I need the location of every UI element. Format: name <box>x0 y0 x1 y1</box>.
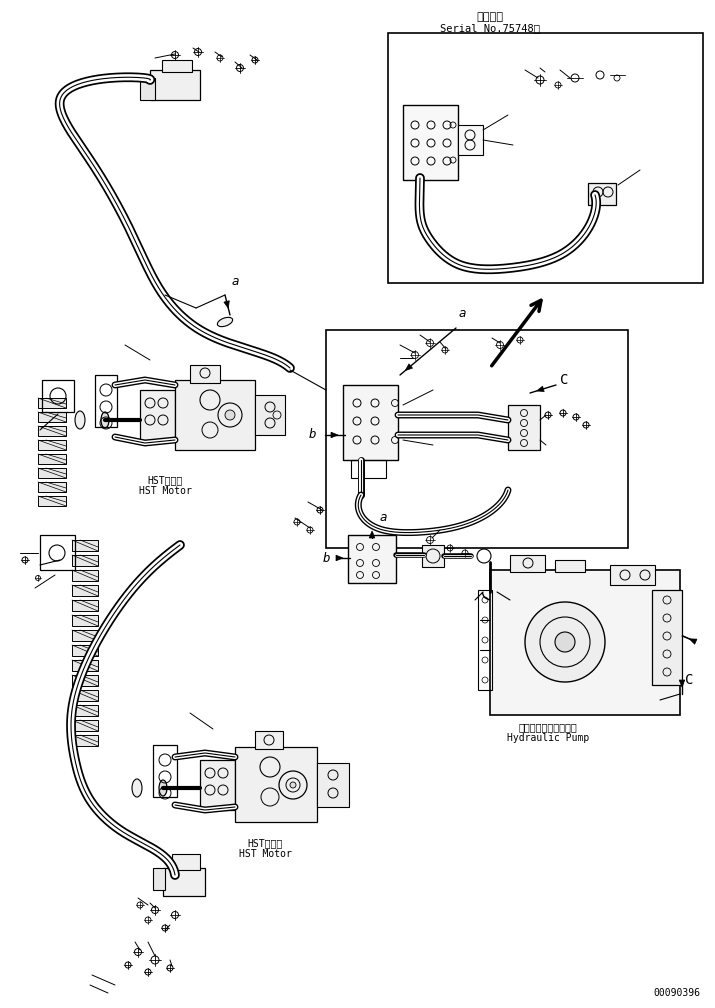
Text: b: b <box>308 428 316 442</box>
Text: ハイドロリックポンプ: ハイドロリックポンプ <box>518 722 578 732</box>
Bar <box>38 426 66 436</box>
Bar <box>72 660 98 671</box>
Bar <box>190 365 220 383</box>
Bar <box>175 380 255 450</box>
Bar <box>72 540 98 551</box>
Bar <box>555 560 585 572</box>
Bar <box>588 183 616 205</box>
Bar <box>153 745 177 797</box>
Bar <box>72 720 98 731</box>
Ellipse shape <box>132 779 142 797</box>
Bar <box>42 380 74 412</box>
Bar <box>72 615 98 626</box>
Text: Serial No.75748～: Serial No.75748～ <box>440 23 540 33</box>
Bar <box>38 412 66 422</box>
Bar <box>72 645 98 656</box>
Bar <box>140 390 175 440</box>
Ellipse shape <box>217 318 232 327</box>
Bar <box>351 460 386 478</box>
Bar <box>326 330 628 548</box>
Polygon shape <box>679 680 685 687</box>
Bar <box>508 405 540 450</box>
Bar <box>72 705 98 716</box>
Bar <box>40 535 75 570</box>
Bar <box>343 385 398 460</box>
Bar <box>162 60 192 72</box>
Bar <box>610 565 655 585</box>
Circle shape <box>225 410 235 420</box>
Text: C: C <box>685 673 694 687</box>
Bar <box>72 675 98 686</box>
Bar <box>140 78 155 100</box>
Text: 適用号機: 適用号機 <box>476 12 503 22</box>
Circle shape <box>290 782 296 788</box>
Bar <box>255 395 285 435</box>
Bar <box>163 868 205 896</box>
Text: a: a <box>232 275 240 288</box>
Bar <box>38 398 66 408</box>
Bar <box>72 630 98 641</box>
Text: a: a <box>458 307 465 320</box>
Bar <box>510 555 545 572</box>
Text: Hydraulic Pump: Hydraulic Pump <box>507 733 589 743</box>
Polygon shape <box>336 555 343 560</box>
Bar <box>38 468 66 478</box>
Bar <box>38 440 66 450</box>
Text: HST Motor: HST Motor <box>239 849 292 859</box>
Ellipse shape <box>159 780 167 796</box>
Bar <box>72 690 98 701</box>
Ellipse shape <box>101 412 109 428</box>
Polygon shape <box>331 432 338 437</box>
Bar <box>72 735 98 746</box>
Bar <box>38 454 66 464</box>
Text: HSTモータ: HSTモータ <box>247 838 282 848</box>
Circle shape <box>525 602 605 682</box>
Bar <box>388 33 703 283</box>
Bar <box>652 590 682 685</box>
Bar <box>478 590 492 690</box>
Polygon shape <box>224 300 230 308</box>
Bar <box>72 600 98 611</box>
Bar <box>38 496 66 506</box>
Text: b: b <box>322 551 330 564</box>
Bar <box>403 105 458 180</box>
Polygon shape <box>689 639 697 644</box>
Bar <box>200 760 235 810</box>
Circle shape <box>555 632 575 652</box>
Bar <box>38 482 66 492</box>
Bar <box>150 70 200 100</box>
Bar <box>255 731 283 749</box>
Bar <box>172 854 200 870</box>
Polygon shape <box>405 364 413 371</box>
Text: HST Motor: HST Motor <box>139 486 192 496</box>
Ellipse shape <box>75 411 85 429</box>
Bar <box>95 375 117 427</box>
Bar <box>72 570 98 581</box>
Bar <box>72 555 98 566</box>
Bar <box>422 545 444 566</box>
Bar <box>153 868 165 890</box>
Text: a: a <box>380 511 388 524</box>
Text: HSTモータ: HSTモータ <box>147 475 182 485</box>
Bar <box>458 125 483 155</box>
Polygon shape <box>369 531 375 538</box>
Bar <box>490 570 680 715</box>
Polygon shape <box>537 386 544 391</box>
Bar <box>317 763 349 807</box>
Text: C: C <box>560 373 568 387</box>
Bar <box>348 535 396 583</box>
Bar <box>72 585 98 596</box>
Bar <box>235 747 317 822</box>
Text: 00090396: 00090396 <box>653 988 700 998</box>
